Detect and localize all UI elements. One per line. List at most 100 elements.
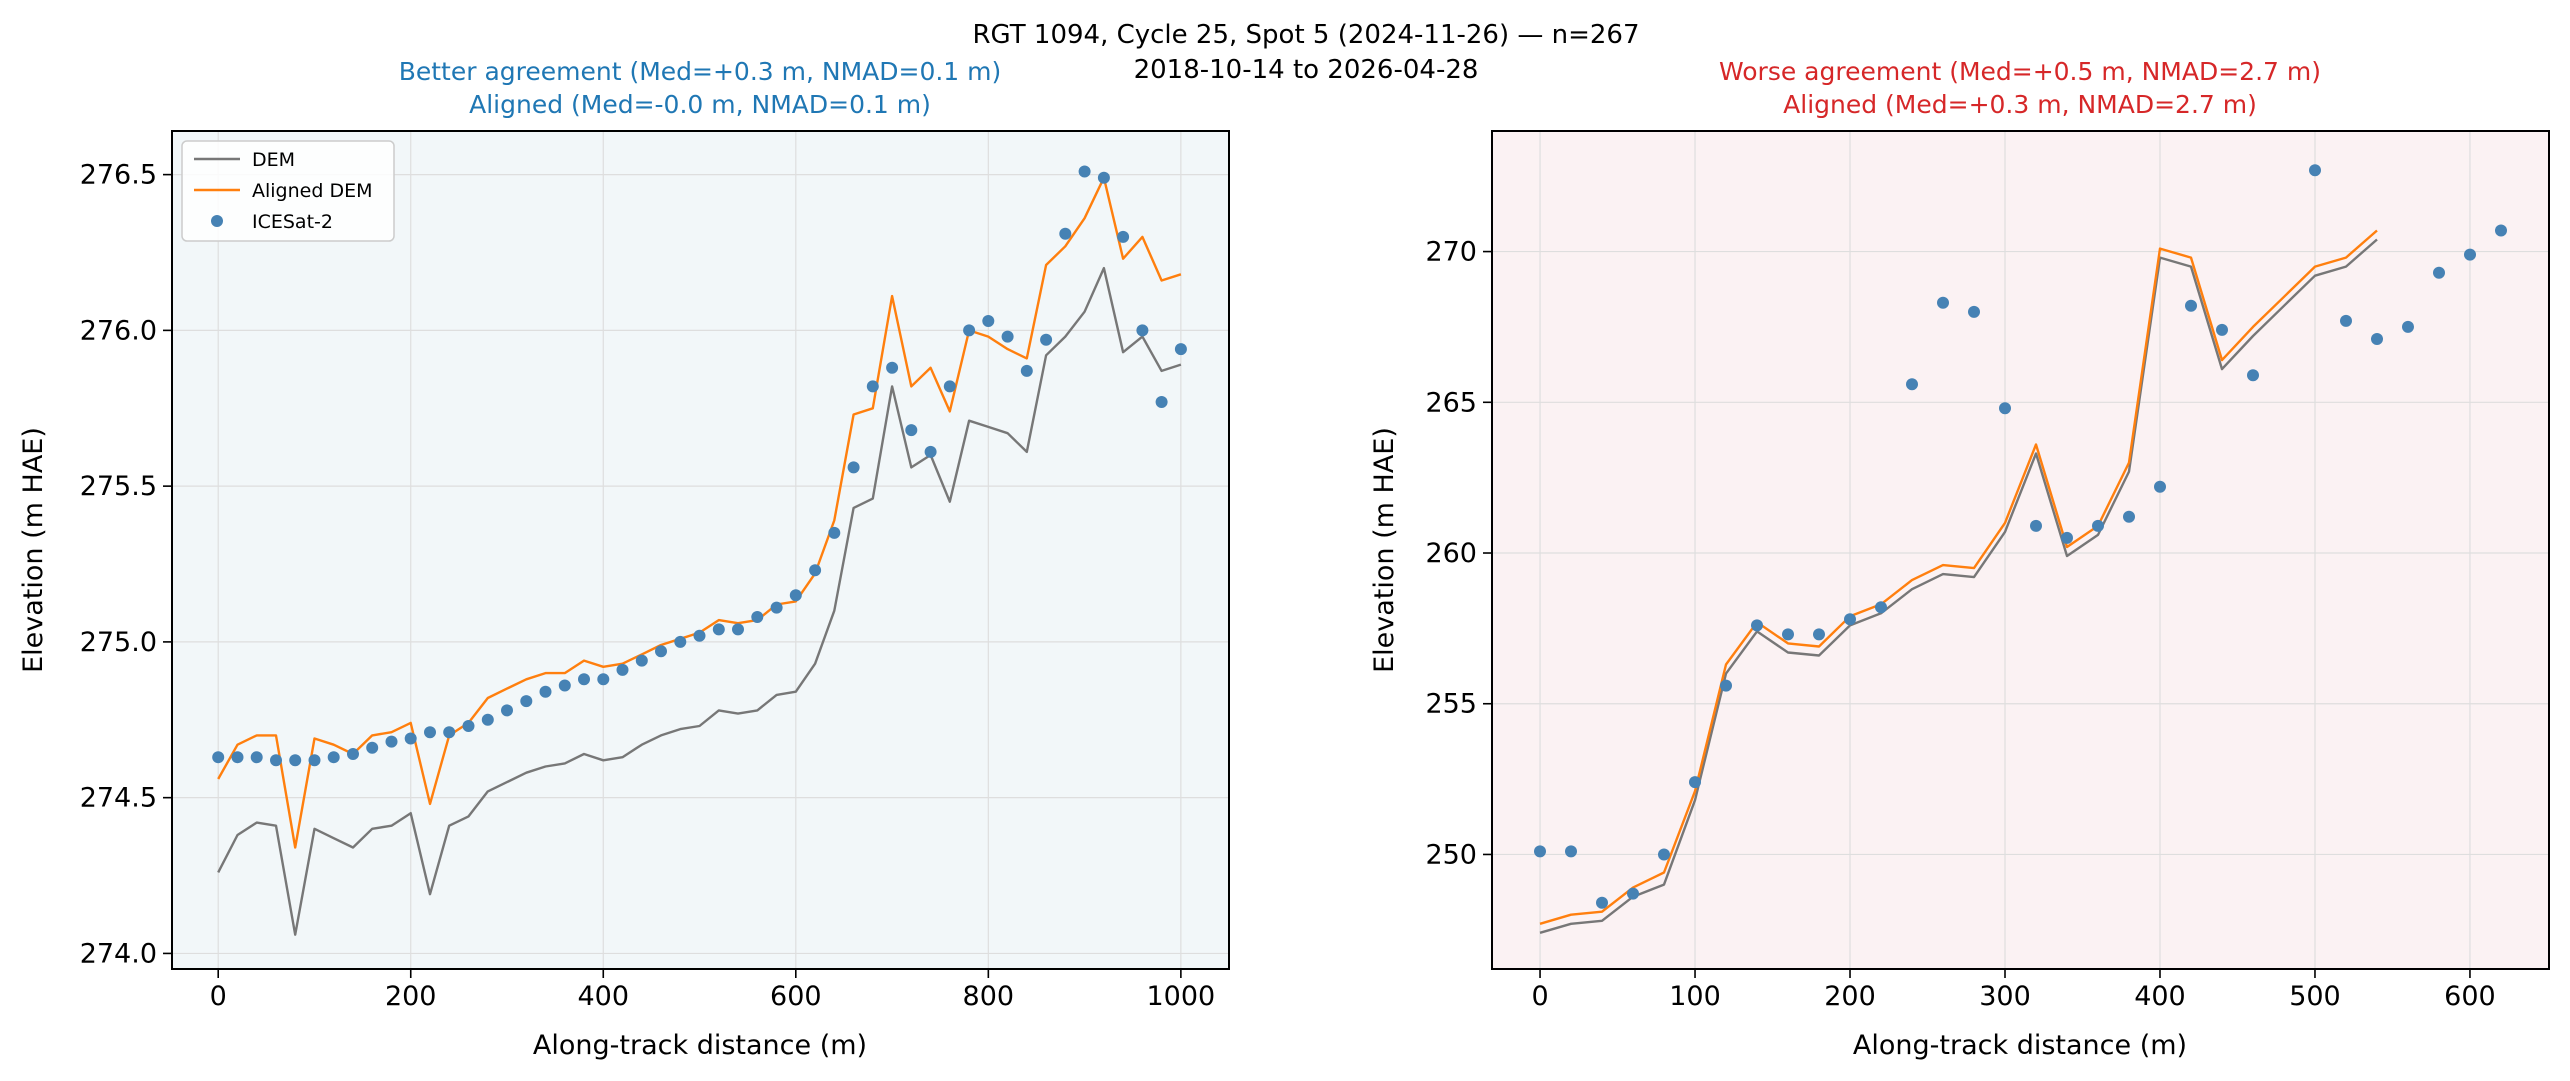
left-x-tick-label: 0 [210, 981, 227, 1012]
right-plot-background [1492, 131, 2549, 969]
left-x-tick-label: 800 [963, 981, 1015, 1012]
left-y-tick-label: 274.5 [80, 783, 157, 814]
left-icesat-point [520, 695, 533, 708]
right-icesat-point [1937, 296, 1949, 309]
legend-dem-label: DEM [252, 149, 295, 171]
right-y-tick-label: 270 [1425, 237, 1477, 268]
right-x-tick-label: 100 [1669, 981, 1721, 1012]
left-icesat-point [250, 751, 263, 764]
right-dem-line [1539, 238, 2378, 934]
left-x-tick-label: 200 [385, 981, 437, 1012]
left-title-line2: Aligned (Med=-0.0 m, NMAD=0.1 m) [469, 90, 931, 119]
left-y-tick-label: 274.0 [80, 938, 157, 969]
figure-suptitle-line1: RGT 1094, Cycle 25, Spot 5 (2024-11-26) … [972, 20, 1639, 50]
left-icesat-point [982, 315, 995, 327]
left-icesat-point [558, 679, 571, 692]
right-y-tick-label: 260 [1425, 538, 1477, 569]
right-icesat-point [2154, 480, 2166, 493]
right-icesat-point [1844, 613, 1856, 626]
right-icesat-point [1782, 628, 1794, 641]
left-icesat-point [578, 673, 590, 686]
right-icesat-point [1534, 845, 1546, 858]
left-icesat-point [1059, 227, 1072, 240]
left-icesat-point [385, 735, 398, 748]
left-icesat-point [462, 720, 475, 732]
left-icesat-point [481, 713, 494, 726]
left-icesat-point [1078, 165, 1091, 178]
right-icesat-point [2340, 314, 2352, 327]
right-icesat-point [1813, 628, 1825, 641]
right-plot-frame [1491, 130, 2550, 970]
left-icesat-point [1020, 364, 1033, 377]
left-icesat-point [635, 654, 648, 667]
right-icesat-point [2402, 320, 2414, 333]
right-aligned-dem-line [1539, 229, 2378, 925]
right-x-tick-label: 200 [1824, 981, 1876, 1012]
left-icesat-point [289, 754, 302, 767]
left-legend: DEM Aligned DEM ICESat-2 [181, 140, 395, 242]
left-icesat-point [443, 726, 456, 739]
legend-box [181, 140, 395, 242]
right-icesat-point [2371, 333, 2383, 345]
right-icesat-point [1689, 776, 1701, 789]
right-icesat-point [2495, 224, 2507, 237]
legend-aligned-dem-label: Aligned DEM [252, 180, 372, 202]
left-icesat-point [905, 424, 918, 437]
right-x-tick-label: 600 [2444, 981, 2496, 1012]
left-title-line1: Better agreement (Med=+0.3 m, NMAD=0.1 m… [399, 57, 1002, 86]
left-icesat-point [789, 589, 802, 602]
left-icesat-point [943, 380, 956, 393]
right-icesat-point [1968, 305, 1980, 318]
left-icesat-point [424, 726, 436, 739]
right-y-tick-label: 255 [1425, 689, 1477, 720]
left-y-tick-label: 275.5 [80, 471, 157, 502]
left-icesat-point [866, 380, 879, 393]
left-icesat-point [231, 751, 244, 764]
left-icesat-point [1155, 396, 1168, 408]
right-icesat-point [2247, 369, 2259, 382]
left-icesat-point [1174, 343, 1187, 356]
left-icesat-point [539, 685, 552, 698]
left-dem-line [217, 266, 1182, 936]
right-x-tick-label: 0 [1531, 981, 1548, 1012]
left-plot-background [172, 131, 1229, 969]
left-icesat-point [963, 324, 976, 337]
legend-icesat-swatch [211, 215, 223, 227]
right-x-tick-label: 400 [2134, 981, 2186, 1012]
right-icesat-point [1906, 378, 1918, 391]
right-icesat-point [1627, 887, 1639, 900]
right-icesat-point [1596, 896, 1608, 909]
right-icesat-point [1875, 601, 1887, 614]
left-chart: 0 200 400 600 800 1000 274.0 274.5 275.0 275.5 276… [18, 57, 1230, 1061]
right-icesat-point [2309, 164, 2321, 177]
right-icesat-point [1565, 845, 1577, 858]
left-icesat-point [616, 663, 629, 676]
left-icesat-point [712, 623, 725, 636]
right-icesat-point [2216, 323, 2228, 336]
left-icesat-point [597, 673, 610, 686]
left-icesat-point [847, 461, 860, 474]
left-icesat-point [674, 635, 687, 648]
left-icesat-point [366, 741, 379, 754]
right-icesat-point [1999, 402, 2011, 415]
left-icesat-point [501, 704, 513, 717]
left-icesat-point [886, 361, 899, 374]
left-icesat-point [1097, 171, 1110, 184]
left-icesat-point [270, 754, 282, 767]
left-icesat-point [770, 601, 783, 614]
left-icesat-point [1136, 324, 1149, 337]
legend-icesat-label: ICESat-2 [252, 211, 333, 233]
right-y-tick-label: 250 [1425, 839, 1477, 870]
left-plot-frame [171, 130, 1230, 970]
right-x-tick-label: 300 [1979, 981, 2031, 1012]
left-icesat-point [327, 751, 340, 764]
left-icesat-point [732, 623, 744, 636]
left-y-tick-label: 275.0 [80, 627, 157, 658]
right-icesat-point [2061, 531, 2073, 544]
left-icesat-point [828, 526, 841, 539]
left-icesat-point [308, 754, 321, 767]
right-icesat-point [2030, 519, 2042, 532]
left-icesat-point [1117, 230, 1130, 243]
left-icesat-point [751, 611, 764, 623]
